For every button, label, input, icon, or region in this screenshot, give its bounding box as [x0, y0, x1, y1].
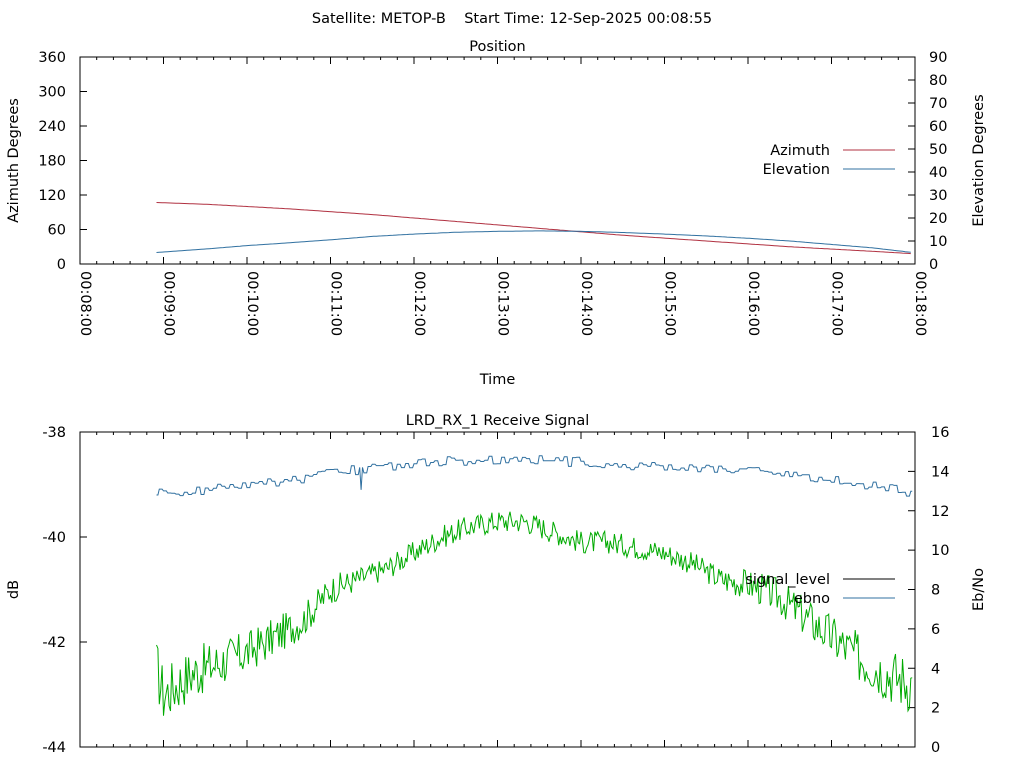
y-tick-label: 0 [57, 257, 66, 273]
y-tick-label: 240 [38, 119, 66, 135]
y2-tick-label: 20 [929, 211, 947, 227]
series-line-ebno [156, 455, 913, 497]
legend-label-elevation: Elevation [763, 162, 830, 178]
plot-frame [79, 431, 916, 748]
series-line-signal-level [156, 511, 913, 716]
y-axis-label: Azimuth Degrees [6, 98, 22, 223]
x-tick-label: 00:12:00 [411, 271, 427, 336]
x-axis-label: Time [479, 372, 516, 388]
x-tick-label: 00:09:00 [161, 271, 177, 336]
y-tick-label: -38 [42, 425, 66, 441]
y-tick-label: 60 [48, 223, 66, 239]
y2-tick-label: 4 [931, 661, 940, 677]
x-tick-label: 00:08:00 [77, 271, 93, 336]
y-tick-label: 180 [38, 154, 66, 170]
y2-tick-label: 90 [929, 50, 947, 66]
y2-tick-label: 10 [931, 543, 949, 559]
y-tick-label: 360 [38, 50, 66, 66]
y2-axis-label: Elevation Degrees [971, 94, 987, 226]
y-tick-label: -42 [42, 635, 66, 651]
position-chart: 00:08:00 00:09:00 00:10:00 00:11:00 00:12:00… [6, 39, 987, 388]
y-tick-label: 300 [38, 85, 66, 101]
y-tick-label: -44 [42, 740, 66, 756]
page-title: Satellite: METOP-B Start Time: 12-Sep-20… [312, 11, 712, 27]
y2-tick-label: 10 [929, 234, 947, 250]
y2-tick-label: 2 [931, 701, 940, 717]
x-tick-label: 00:18:00 [912, 271, 928, 336]
chart-title: Position [469, 39, 525, 55]
legend-label-ebno: ebno [794, 591, 830, 607]
receive-signal-chart: -44 -42 -40 -38 0 2 4 6 8 10 12 14 16 LRD_RX_1 Receiv… [6, 413, 987, 756]
x-tick-label: 00:11:00 [328, 271, 344, 336]
y2-tick-label: 0 [929, 257, 938, 273]
y2-tick-label: 12 [931, 504, 949, 520]
y2-tick-label: 14 [931, 464, 949, 480]
y2-tick-label: 70 [929, 96, 947, 112]
y2-tick-label: 50 [929, 142, 947, 158]
chart-title: LRD_RX_1 Receive Signal [406, 413, 590, 429]
y2-tick-label: 80 [929, 73, 947, 89]
y2-tick-label: 40 [929, 165, 947, 181]
x-tick-label: 00:15:00 [662, 271, 678, 336]
legend-label-signal-level: signal_level [745, 572, 830, 588]
x-tick-label: 00:10:00 [244, 271, 260, 336]
y-tick-label: -40 [42, 530, 66, 546]
y2-tick-label: 8 [931, 583, 940, 599]
series-line-azimuth [156, 202, 911, 255]
x-tick-label: 00:17:00 [829, 271, 845, 336]
plot-frame [79, 56, 916, 265]
y-tick-label: 120 [38, 188, 66, 204]
y-axis-label: dB [6, 580, 22, 599]
y2-axis-label: Eb/No [971, 568, 987, 611]
y2-tick-label: 16 [931, 425, 949, 441]
x-tick-label: 00:16:00 [745, 271, 761, 336]
series-line-elevation [156, 230, 911, 253]
y2-tick-label: 30 [929, 188, 947, 204]
y2-tick-label: 6 [931, 622, 940, 638]
x-tick-label: 00:14:00 [578, 271, 594, 336]
y2-tick-label: 60 [929, 119, 947, 135]
x-tick-label: 00:13:00 [495, 271, 511, 336]
legend-label-azimuth: Azimuth [770, 143, 830, 159]
y2-tick-label: 0 [931, 740, 940, 756]
